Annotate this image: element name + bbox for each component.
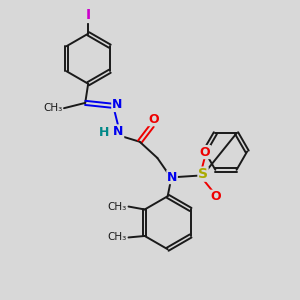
Text: N: N bbox=[167, 171, 177, 184]
Text: O: O bbox=[148, 112, 159, 126]
Text: O: O bbox=[200, 146, 210, 159]
Text: S: S bbox=[198, 167, 208, 181]
Text: N: N bbox=[113, 125, 124, 138]
Text: O: O bbox=[210, 190, 221, 203]
Text: CH₃: CH₃ bbox=[108, 202, 127, 212]
Text: CH₃: CH₃ bbox=[108, 232, 127, 242]
Text: CH₃: CH₃ bbox=[43, 103, 63, 113]
Text: I: I bbox=[85, 8, 91, 22]
Text: N: N bbox=[112, 98, 122, 111]
Text: H: H bbox=[99, 126, 110, 139]
